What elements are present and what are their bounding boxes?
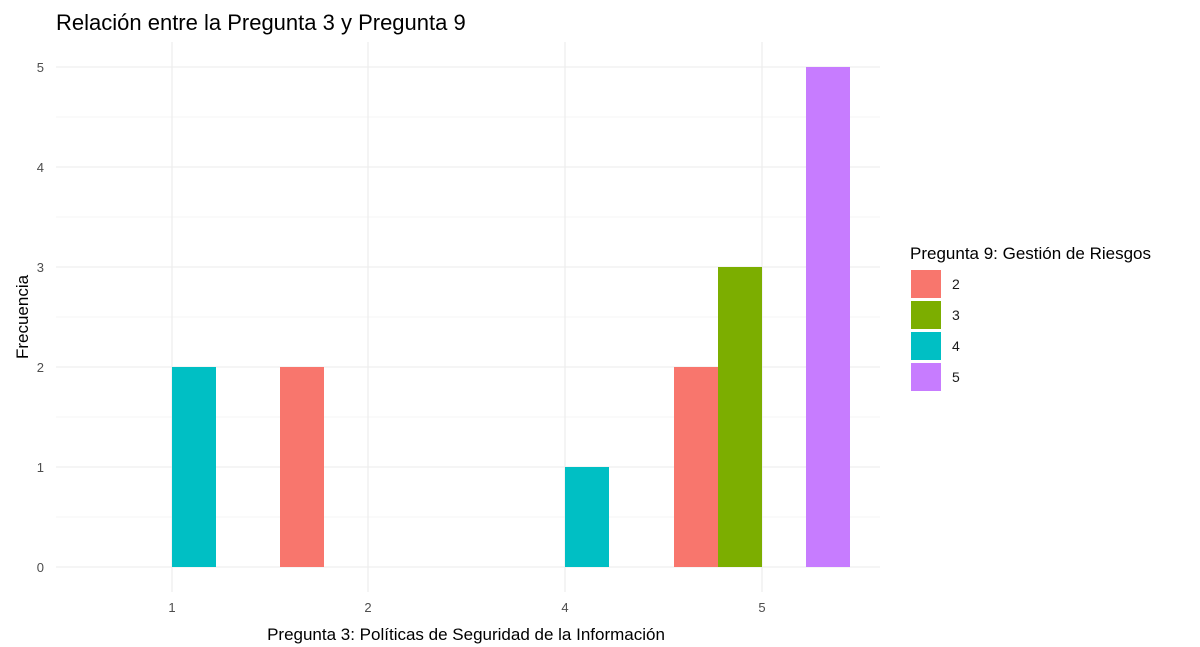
- bars: [172, 67, 850, 567]
- y-tick-label: 2: [37, 360, 44, 375]
- x-tick-label: 1: [168, 600, 175, 615]
- bar-cat-2-series-2: [280, 367, 324, 567]
- x-tick-label: 4: [561, 600, 568, 615]
- legend-label: 3: [952, 307, 960, 323]
- x-axis-title: Pregunta 3: Políticas de Seguridad de la…: [267, 625, 665, 644]
- legend-key: [911, 270, 941, 298]
- bar-cat-5-series-2: [674, 367, 718, 567]
- y-tick-label: 1: [37, 460, 44, 475]
- y-tick-label: 4: [37, 160, 44, 175]
- legend-key: [911, 301, 941, 329]
- legend-key: [911, 332, 941, 360]
- bar-cat-5-series-5: [806, 67, 850, 567]
- legend-key: [911, 363, 941, 391]
- y-axis-ticks: 0 1 2 3 4 5: [37, 60, 44, 575]
- bar-cat-4-series-4: [565, 467, 609, 567]
- legend: Pregunta 9: Gestión de Riesgos 2 3 4 5: [910, 244, 1151, 391]
- legend-label: 4: [952, 338, 960, 354]
- x-tick-label: 5: [758, 600, 765, 615]
- bar-cat-1-series-4: [172, 367, 216, 567]
- chart-title: Relación entre la Pregunta 3 y Pregunta …: [56, 10, 466, 35]
- legend-label: 5: [952, 369, 960, 385]
- bar-cat-5-series-3: [718, 267, 762, 567]
- y-axis-title: Frecuencia: [13, 274, 32, 359]
- x-tick-label: 2: [364, 600, 371, 615]
- y-tick-label: 3: [37, 260, 44, 275]
- y-tick-label: 5: [37, 60, 44, 75]
- legend-title: Pregunta 9: Gestión de Riesgos: [910, 244, 1151, 263]
- x-axis-ticks: 1 2 4 5: [168, 600, 765, 615]
- y-tick-label: 0: [37, 560, 44, 575]
- legend-label: 2: [952, 276, 960, 292]
